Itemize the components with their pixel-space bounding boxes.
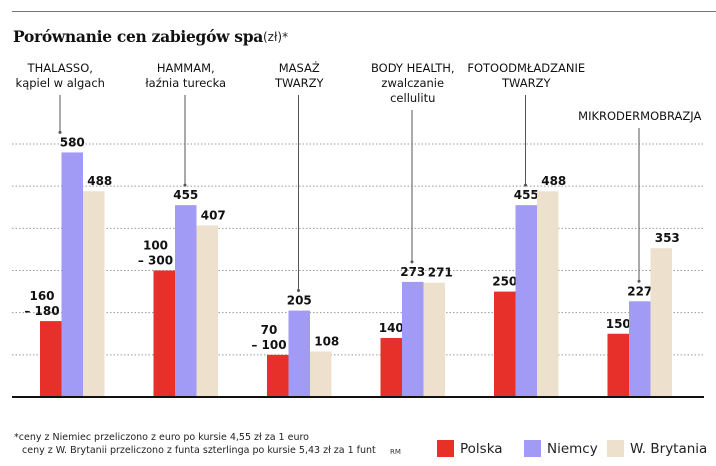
category-label: MIKRODERMOBRAZJA — [578, 109, 701, 123]
data-label: 140 — [379, 321, 404, 335]
footnote-line-2: ceny z W. Brytanii przeliczono z funta s… — [22, 445, 376, 456]
bar-polska — [607, 333, 629, 397]
leader-dot — [524, 183, 527, 187]
category-label: THALASSO, — [27, 61, 93, 75]
bar-polska — [153, 270, 175, 397]
data-label: 488 — [87, 174, 112, 188]
bar-w-brytania — [423, 282, 445, 397]
data-label: – 300 — [138, 254, 173, 268]
bar-niemcy — [515, 205, 537, 397]
category-label: łaźnia turecka — [145, 76, 226, 90]
bar-polska — [494, 291, 516, 397]
category-label: MASAŻ — [279, 60, 320, 75]
data-label: 455 — [514, 188, 539, 202]
bar-polska — [40, 321, 62, 397]
bar-w-brytania — [650, 248, 672, 397]
bar-niemcy — [175, 205, 197, 397]
bar-niemcy — [61, 152, 83, 397]
data-label: 353 — [655, 231, 680, 245]
credit: RM — [390, 448, 401, 456]
leader-dot — [297, 289, 300, 293]
bar-niemcy — [288, 310, 310, 397]
bar-w-brytania — [196, 225, 218, 397]
chart-title: Porównanie cen zabiegów spa — [13, 27, 263, 46]
data-label: 271 — [428, 266, 453, 280]
data-label: 205 — [287, 294, 312, 308]
data-label: 70 — [261, 323, 278, 337]
leader-dot — [58, 130, 62, 134]
leader-dot — [410, 260, 414, 264]
bar-niemcy — [402, 281, 424, 397]
legend-swatch — [437, 440, 454, 457]
category-label: TWARZY — [501, 76, 552, 90]
bar-w-brytania — [83, 191, 105, 397]
data-label: 150 — [606, 317, 631, 331]
data-label: 455 — [173, 188, 198, 202]
bar-w-brytania — [537, 191, 559, 397]
legend-label: Niemcy — [547, 440, 598, 457]
legend-swatch — [607, 440, 624, 457]
legend-item-w-brytania: W. Brytania — [607, 440, 707, 457]
data-label: 250 — [492, 275, 517, 289]
data-label: 227 — [627, 284, 652, 298]
chart-unit: (zł)* — [263, 30, 289, 44]
data-label: 407 — [201, 208, 226, 222]
category-label: kąpiel w algach — [16, 76, 105, 90]
top-rule — [12, 11, 716, 12]
bar-polska — [267, 354, 289, 397]
bar-niemcy — [629, 301, 651, 397]
data-label: – 100 — [251, 338, 286, 352]
leader-dot — [637, 279, 641, 283]
bar-w-brytania — [310, 351, 332, 397]
bar-polska — [380, 337, 402, 397]
leader-dot — [183, 183, 187, 187]
legend-label: W. Brytania — [630, 440, 708, 457]
category-label: cellulitu — [390, 91, 435, 105]
category-label: FOTOODMŁADZANIE — [467, 61, 585, 75]
legend-item-polska: Polska — [437, 440, 503, 457]
data-label: 108 — [314, 334, 339, 348]
category-label: HAMMAM, — [157, 61, 215, 75]
legend-label: Polska — [460, 440, 503, 457]
data-label: 160 — [29, 289, 54, 303]
category-label: zwalczanie — [381, 76, 444, 90]
category-label: BODY HEALTH, — [371, 61, 455, 75]
footnote-line-1: *ceny z Niemiec przeliczono z euro po ku… — [14, 432, 309, 443]
data-label: 488 — [541, 174, 566, 188]
legend-swatch — [524, 440, 541, 457]
data-label: 580 — [60, 135, 85, 149]
data-label: 273 — [400, 265, 425, 279]
data-label: 100 — [143, 239, 168, 253]
legend-item-niemcy: Niemcy — [524, 440, 598, 457]
category-label: TWARZY — [274, 76, 325, 90]
data-label: – 180 — [24, 304, 59, 318]
